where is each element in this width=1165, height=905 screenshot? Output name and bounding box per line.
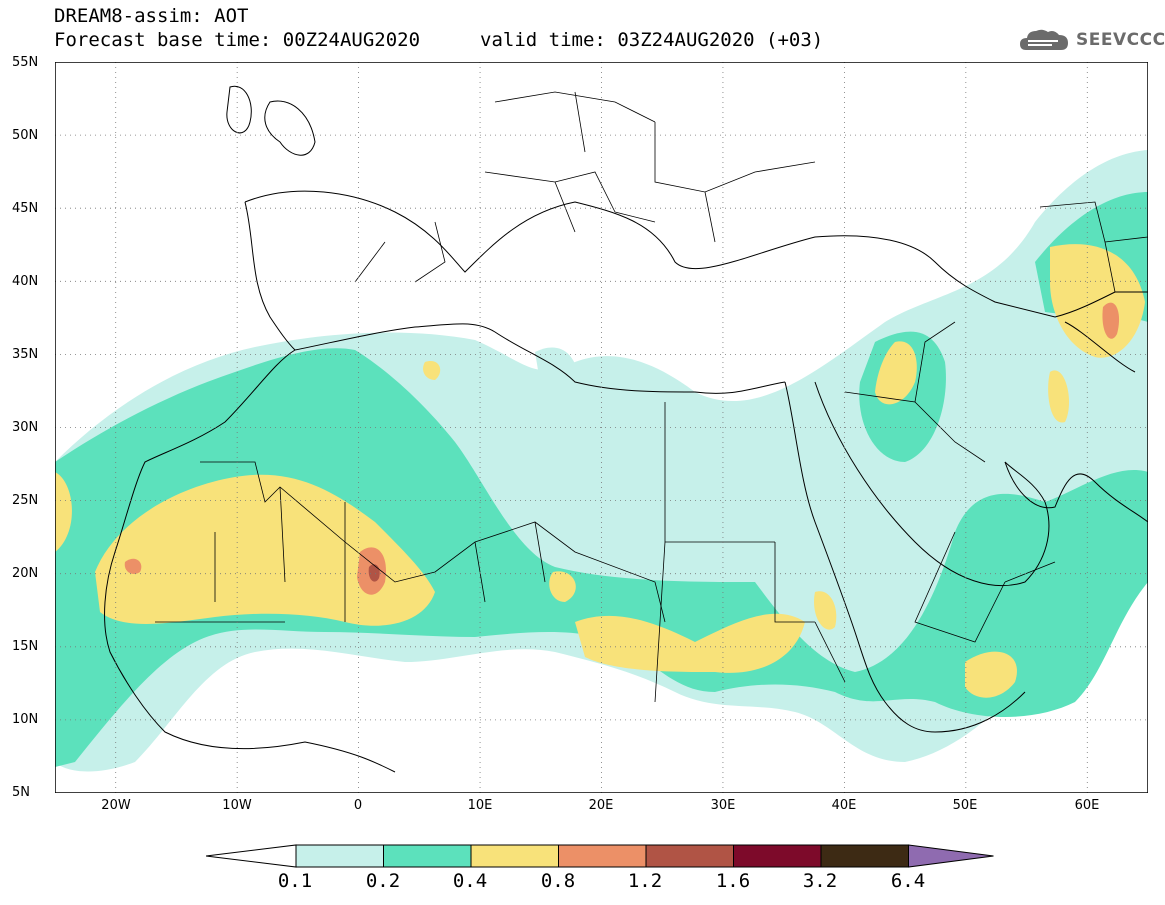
country-borders bbox=[155, 91, 1148, 703]
seevccc-logo: SEEVCCC bbox=[1018, 26, 1165, 54]
lon-label-50e: 50E bbox=[952, 798, 978, 813]
colorbar-label-3.2: 3.2 bbox=[802, 870, 838, 892]
map-title: DREAM8-assim: AOT bbox=[54, 5, 249, 27]
lon-label-40e: 40E bbox=[831, 798, 857, 813]
lat-label-25n: 25N bbox=[12, 493, 39, 508]
colorbar-label-1.2: 1.2 bbox=[627, 870, 663, 892]
lat-label-10n: 10N bbox=[12, 712, 39, 727]
colorbar-label-0.2: 0.2 bbox=[365, 870, 401, 892]
lat-label-30n: 30N bbox=[12, 420, 39, 435]
colorbar-label-0.1: 0.1 bbox=[277, 870, 313, 892]
gridlines bbox=[55, 62, 1148, 793]
lat-label-50n: 50N bbox=[12, 128, 39, 143]
lat-label-5n: 5N bbox=[12, 785, 30, 800]
colorbar-segment bbox=[383, 844, 472, 868]
lat-label-15n: 15N bbox=[12, 639, 39, 654]
colorbar-segment bbox=[295, 844, 384, 868]
colorbar-segment bbox=[733, 844, 822, 868]
aot-band-1.2 bbox=[368, 564, 380, 582]
aot-band-0.4 bbox=[55, 244, 1145, 698]
colorbar-segment bbox=[470, 844, 559, 868]
colorbar-label-6.4: 6.4 bbox=[890, 870, 926, 892]
lon-label-0: 0 bbox=[353, 798, 363, 813]
colorbar-segment bbox=[820, 844, 909, 868]
colorbar-label-0.8: 0.8 bbox=[540, 870, 576, 892]
colorbar-under-triangle bbox=[206, 844, 297, 868]
lat-label-35n: 35N bbox=[12, 347, 39, 362]
valid-time: valid time: 03Z24AUG2020 (+03) bbox=[480, 29, 824, 51]
colorbar-label-1.6: 1.6 bbox=[715, 870, 751, 892]
lat-label-45n: 45N bbox=[12, 201, 39, 216]
map-area bbox=[55, 62, 1148, 793]
coastlines bbox=[104, 85, 1148, 773]
colorbar-over-triangle bbox=[908, 844, 994, 868]
lon-label-10w: 10W bbox=[222, 798, 252, 813]
colorbar-label-0.4: 0.4 bbox=[452, 870, 488, 892]
forecast-base-time: Forecast base time: 00Z24AUG2020 bbox=[54, 29, 421, 51]
lon-label-20e: 20E bbox=[588, 798, 614, 813]
lon-label-10e: 10E bbox=[467, 798, 493, 813]
lon-label-20w: 20W bbox=[101, 798, 131, 813]
aot-colorbar bbox=[206, 844, 994, 868]
time-info: Forecast base time: 00Z24AUG2020 valid ti… bbox=[54, 30, 823, 50]
colorbar-segment bbox=[558, 844, 647, 868]
colorbar-segment bbox=[645, 844, 734, 868]
logo-text: SEEVCCC bbox=[1076, 30, 1165, 50]
lat-label-55n: 55N bbox=[12, 55, 39, 70]
aot-map bbox=[55, 62, 1148, 793]
cloud-icon bbox=[1020, 29, 1068, 50]
lon-label-60e: 60E bbox=[1074, 798, 1100, 813]
lon-label-30e: 30E bbox=[710, 798, 736, 813]
lat-label-20n: 20N bbox=[12, 566, 39, 581]
lat-label-40n: 40N bbox=[12, 274, 39, 289]
